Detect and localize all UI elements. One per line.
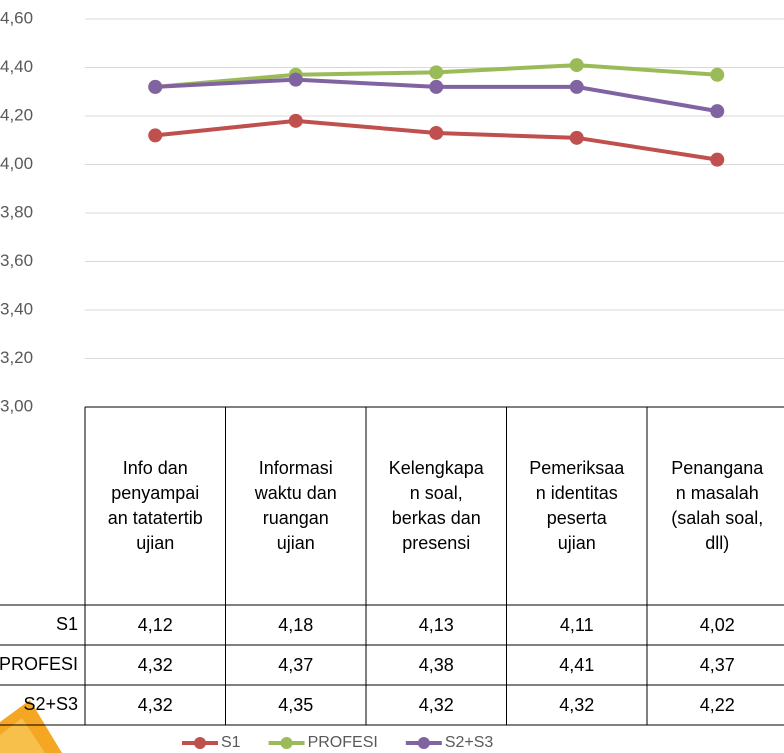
point <box>148 128 162 142</box>
legend-label: PROFESI <box>308 734 378 751</box>
y-tick-label: 3,60 <box>0 251 33 270</box>
table-value: 4,32 <box>85 685 226 725</box>
point <box>570 58 584 72</box>
y-tick-label: 4,60 <box>0 8 33 27</box>
table-value: 4,02 <box>647 605 784 645</box>
page: 3,00 3,20 3,40 3,60 3,80 4,00 4,20 4,40 4,60 S1 PR… <box>0 0 784 753</box>
category-label: Penanganan masalah (salah soal, dll) <box>647 407 784 605</box>
point <box>429 126 443 140</box>
point <box>710 68 724 82</box>
table-value: 4,37 <box>226 645 367 685</box>
table-value: 4,32 <box>85 645 226 685</box>
legend-label: S2+S3 <box>445 734 494 751</box>
table-value: 4,32 <box>366 685 507 725</box>
point <box>429 65 443 79</box>
row-label: PROFESI <box>0 654 78 674</box>
category-label: Info dan penyampaian tatatertib ujian <box>85 407 226 605</box>
y-tick-label: 3,20 <box>0 348 33 367</box>
table-value: 4,37 <box>647 645 784 685</box>
legend-label: S1 <box>221 734 241 751</box>
row-label: S2+S3 <box>23 694 78 714</box>
table-value: 4,32 <box>507 685 648 725</box>
y-tick-label: 4,20 <box>0 105 33 124</box>
category-label: Informasi waktu dan ruangan ujian <box>226 407 367 605</box>
point <box>570 131 584 145</box>
point <box>710 104 724 118</box>
table-value: 4,12 <box>85 605 226 645</box>
point <box>710 153 724 167</box>
table-value: 4,41 <box>507 645 648 685</box>
y-tick-label: 3,80 <box>0 202 33 221</box>
legend-swatch-marker <box>418 737 430 749</box>
point <box>570 80 584 94</box>
category-label: Kelengkapan soal, berkas dan presensi <box>366 407 507 605</box>
point <box>289 114 303 128</box>
category-label: Pemeriksaan identitas peserta ujian <box>507 407 648 605</box>
table-value: 4,18 <box>226 605 367 645</box>
point <box>289 73 303 87</box>
table-value: 4,38 <box>366 645 507 685</box>
table-value: 4,13 <box>366 605 507 645</box>
y-tick-label: 4,00 <box>0 154 33 173</box>
legend-swatch-marker <box>281 737 293 749</box>
table-value: 4,22 <box>647 685 784 725</box>
table-value: 4,11 <box>507 605 648 645</box>
point <box>148 80 162 94</box>
y-tick-label: 3,40 <box>0 299 33 318</box>
point <box>429 80 443 94</box>
legend-swatch-marker <box>194 737 206 749</box>
y-tick-label: 4,40 <box>0 57 33 76</box>
y-tick-label: 3,00 <box>0 396 33 415</box>
row-label: S1 <box>56 614 78 634</box>
table-value: 4,35 <box>226 685 367 725</box>
